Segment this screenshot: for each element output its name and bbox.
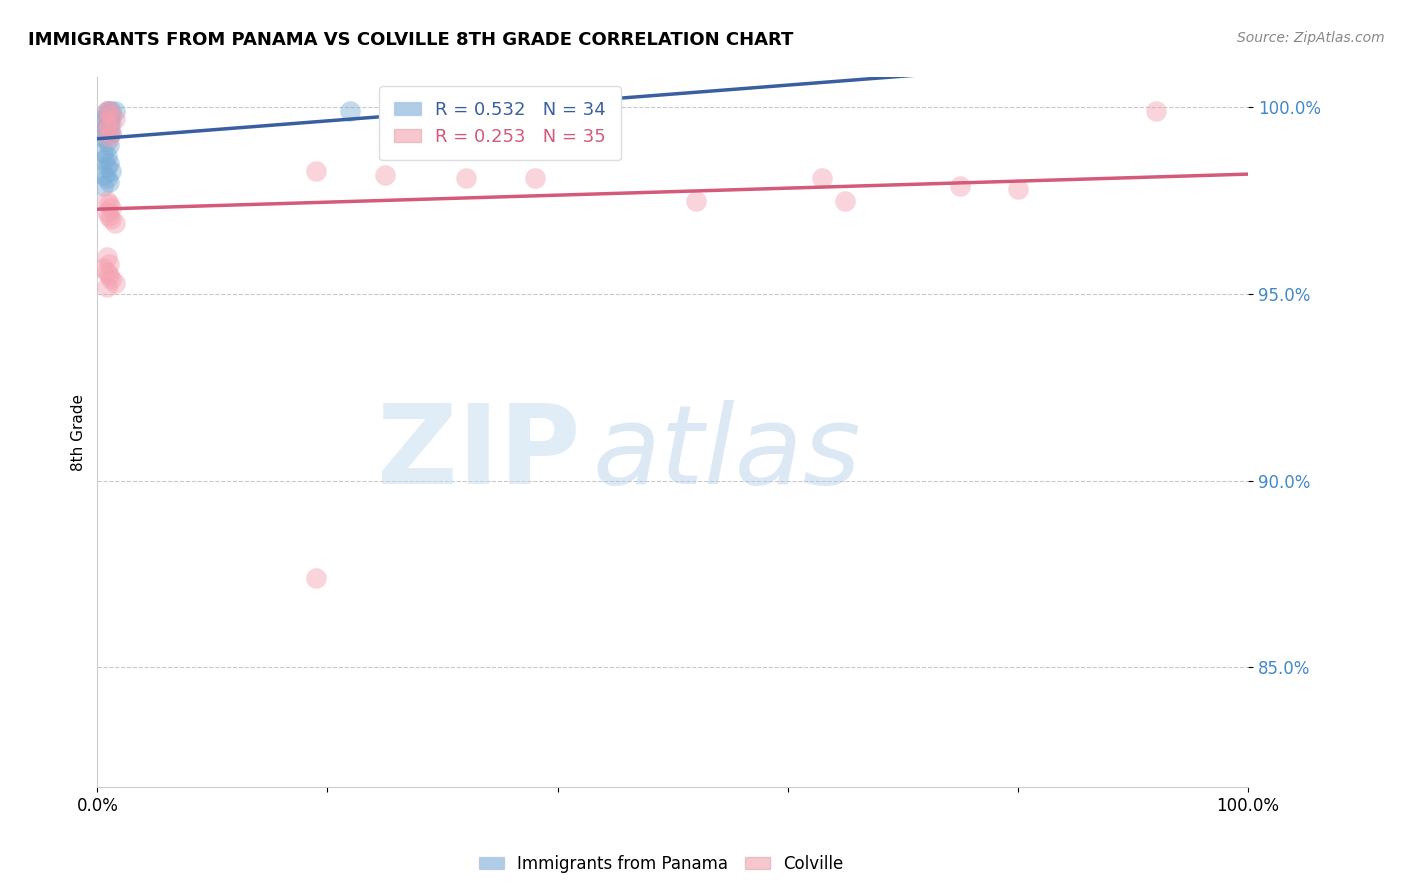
Point <box>523 103 546 118</box>
Point <box>93 112 115 126</box>
Point <box>96 108 118 122</box>
Legend: Immigrants from Panama, Colville: Immigrants from Panama, Colville <box>472 848 849 880</box>
Point <box>97 209 120 223</box>
Point <box>100 103 122 118</box>
Legend: R = 0.532   N = 34, R = 0.253   N = 35: R = 0.532 N = 34, R = 0.253 N = 35 <box>380 87 620 161</box>
Point <box>305 571 328 585</box>
Point <box>93 130 115 145</box>
Text: IMMIGRANTS FROM PANAMA VS COLVILLE 8TH GRADE CORRELATION CHART: IMMIGRANTS FROM PANAMA VS COLVILLE 8TH G… <box>28 31 793 49</box>
Point <box>96 279 118 293</box>
Point <box>97 156 120 170</box>
Point <box>97 103 120 118</box>
Point <box>96 149 118 163</box>
Point <box>523 171 546 186</box>
Point <box>97 257 120 271</box>
Point <box>96 122 118 136</box>
Point <box>97 112 120 126</box>
Point <box>100 212 122 227</box>
Point <box>96 264 118 278</box>
Point <box>96 160 118 174</box>
Point <box>97 119 120 133</box>
Point <box>1007 182 1029 196</box>
Point <box>96 119 118 133</box>
Point <box>100 272 122 286</box>
Point <box>96 122 118 136</box>
Point <box>96 250 118 264</box>
Point <box>93 122 115 136</box>
Point <box>93 168 115 182</box>
Point <box>96 112 118 126</box>
Point <box>685 194 707 208</box>
Point <box>374 168 396 182</box>
Point <box>834 194 856 208</box>
Point <box>100 108 122 122</box>
Point <box>100 108 122 122</box>
Point <box>454 171 477 186</box>
Point <box>104 216 127 230</box>
Point <box>104 276 127 290</box>
Point <box>91 145 114 160</box>
Point <box>91 260 114 275</box>
Point <box>100 127 122 141</box>
Point <box>339 103 361 118</box>
Point <box>96 171 118 186</box>
Point <box>104 112 127 126</box>
Point <box>97 137 120 152</box>
Point <box>305 163 328 178</box>
Point <box>93 153 115 167</box>
Point <box>97 127 120 141</box>
Text: Source: ZipAtlas.com: Source: ZipAtlas.com <box>1237 31 1385 45</box>
Point <box>96 205 118 219</box>
Point <box>100 115 122 129</box>
Point <box>96 134 118 148</box>
Point <box>96 103 118 118</box>
Point <box>97 108 120 122</box>
Point <box>100 201 122 215</box>
Point <box>811 171 834 186</box>
Point <box>97 268 120 283</box>
Text: atlas: atlas <box>592 400 860 507</box>
Point <box>1144 103 1167 118</box>
Text: ZIP: ZIP <box>377 400 581 507</box>
Point <box>949 178 972 193</box>
Point <box>100 163 122 178</box>
Point <box>97 115 120 129</box>
Point <box>97 119 120 133</box>
Point <box>96 115 118 129</box>
Point <box>100 127 122 141</box>
Point <box>96 194 118 208</box>
Point <box>104 103 127 118</box>
Y-axis label: 8th Grade: 8th Grade <box>72 393 86 471</box>
Point <box>97 103 120 118</box>
Point <box>91 178 114 193</box>
Point <box>97 197 120 211</box>
Point <box>96 103 118 118</box>
Point <box>97 175 120 189</box>
Point <box>97 130 120 145</box>
